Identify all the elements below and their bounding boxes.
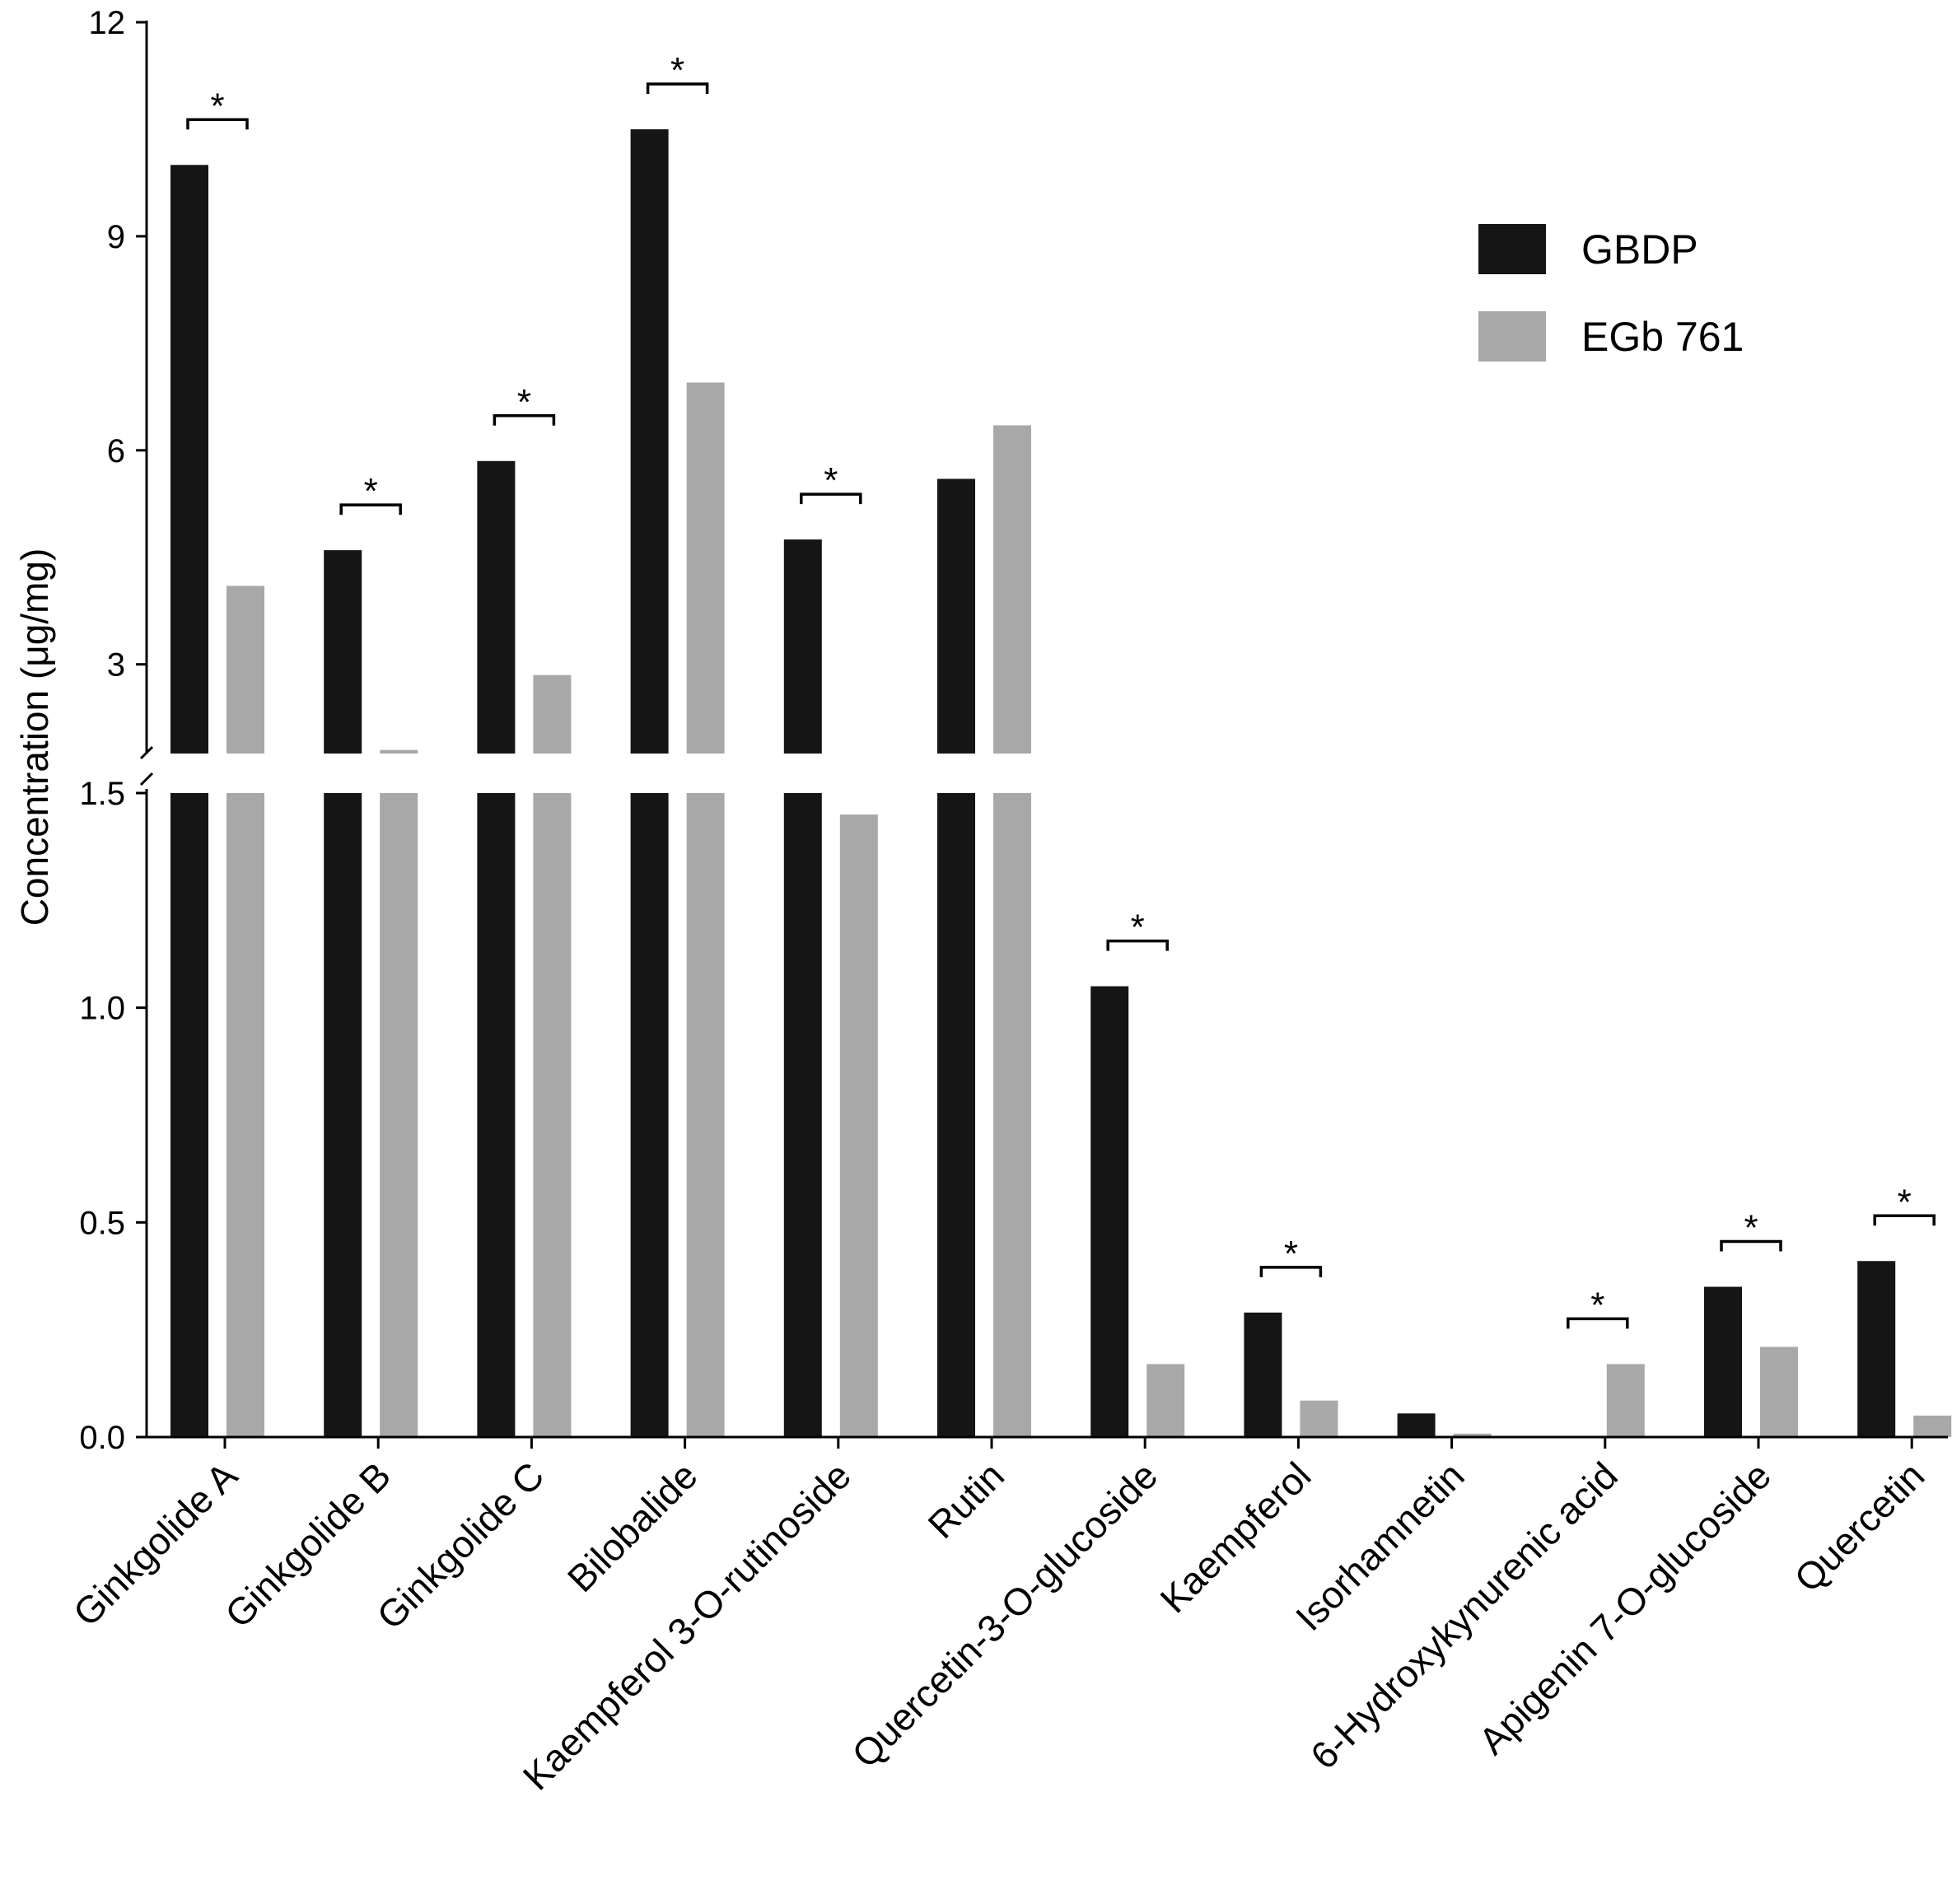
bar-egb-761-ginkgolide-a-lower: [226, 793, 264, 1437]
bar-gbdp-kaempferol-3-o-rutinoside-upper: [783, 539, 822, 754]
bar-egb-761-ginkgolide-b-upper: [380, 749, 418, 754]
bar-egb-761-kaempferol-3-o-rutinoside: [839, 814, 878, 1437]
axis-break-mark-lower: [139, 772, 154, 786]
axis-break-mark-upper: [139, 745, 154, 760]
significance-bracket-bilobalide: [646, 82, 709, 94]
bar-gbdp-quercetin-3-o-glucoside: [1090, 986, 1129, 1437]
significance-bracket-quercetin-3-o-glucoside: [1106, 939, 1169, 951]
significance-star-quercetin: *: [1898, 1182, 1912, 1222]
bar-gbdp-ginkgolide-a-upper: [170, 165, 208, 754]
y-tick-upper-3: 3: [107, 647, 125, 684]
bar-gbdp-kaempferol-3-o-rutinoside-lower: [783, 793, 822, 1437]
bar-gbdp-ginkgolide-b-upper: [324, 550, 362, 754]
bar-gbdp-apigenin-7-o-glucoside: [1704, 1286, 1742, 1437]
significance-bracket-ginkgolide-b: [339, 503, 402, 516]
bar-gbdp-bilobalide-lower: [630, 793, 669, 1437]
significance-layer: * * * * * * * * * *: [186, 50, 1936, 1329]
significance-bracket-ginkgolide-c: [493, 414, 556, 426]
bar-gbdp-rutin-upper: [937, 478, 975, 754]
bar-egb-761-ginkgolide-b-lower: [380, 793, 418, 1437]
bar-egb-761-ginkgolide-c-upper: [533, 674, 572, 754]
significance-star-ginkgolide-b: *: [364, 471, 378, 511]
significance-star-6-hydroxykynurenic-acid: *: [1590, 1285, 1604, 1325]
bar-egb-761-rutin-upper: [993, 425, 1031, 754]
x-label-quercetin: Quercetin: [1786, 1454, 1932, 1600]
legend-swatch-egb761: [1478, 311, 1546, 362]
bar-gbdp-ginkgolide-b-lower: [324, 793, 362, 1437]
bar-egb-761-quercetin: [1913, 1415, 1952, 1437]
y-ticks-layer: 0.0 0.5 1.0 1.5 3 6 9 12: [79, 5, 147, 1456]
y-tick-upper-6: 6: [107, 433, 125, 469]
y-tick-upper-12: 12: [89, 5, 126, 41]
legend-label-egb761: EGb 761: [1581, 314, 1744, 360]
x-label-6-hydroxykynurenic-acid: 6-Hydroxykynurenic acid: [1302, 1454, 1626, 1777]
y-tick-lower-0-5: 0.5: [79, 1205, 125, 1241]
legend-label-gbdp: GBDP: [1581, 226, 1698, 273]
significance-star-apigenin-7-o-glucoside: *: [1744, 1208, 1758, 1248]
x-label-kaempferol-3-o-rutinoside: Kaempferol 3-O-rutinoside: [515, 1454, 859, 1798]
bar-gbdp-rutin-lower: [937, 793, 975, 1437]
bar-gbdp-bilobalide-upper: [630, 128, 669, 754]
bar-egb-761-isorhamnetin: [1453, 1433, 1492, 1437]
bar-egb-761-kaempferol: [1300, 1400, 1338, 1437]
legend-swatch-gbdp: [1478, 224, 1546, 274]
bar-gbdp-ginkgolide-a-lower: [170, 793, 208, 1437]
bar-egb-761-rutin-lower: [993, 793, 1031, 1437]
y-tick-lower-1-5: 1.5: [79, 776, 125, 812]
bar-egb-761-apigenin-7-o-glucoside: [1760, 1346, 1798, 1437]
significance-bracket-6-hydroxykynurenic-acid: [1567, 1317, 1629, 1329]
bar-egb-761-quercetin-3-o-glucoside: [1146, 1364, 1185, 1437]
significance-star-bilobalide: *: [670, 50, 684, 91]
legend: GBDP EGb 761: [1478, 224, 1744, 362]
significance-star-kaempferol-3-o-rutinoside: *: [824, 460, 838, 501]
significance-star-quercetin-3-o-glucoside: *: [1131, 908, 1145, 948]
bar-egb-761-ginkgolide-c-lower: [533, 793, 572, 1437]
x-label-rutin: Rutin: [919, 1454, 1012, 1547]
significance-bracket-quercetin: [1873, 1214, 1936, 1226]
y-tick-lower-0-0: 0.0: [79, 1420, 125, 1456]
significance-star-kaempferol: *: [1284, 1234, 1298, 1274]
significance-bracket-kaempferol: [1259, 1266, 1323, 1277]
bar-egb-761-bilobalide-upper: [686, 382, 725, 754]
x-label-kaempferol: Kaempferol: [1151, 1454, 1319, 1621]
significance-star-ginkgolide-a: *: [210, 86, 224, 126]
bar-gbdp-ginkgolide-c-upper: [477, 460, 516, 754]
axis-layer: [136, 21, 1948, 1439]
x-label-quercetin-3-o-glucoside: Quercetin-3-O-glucoside: [843, 1454, 1165, 1776]
significance-bracket-apigenin-7-o-glucoside: [1720, 1239, 1782, 1252]
significance-bracket-ginkgolide-a: [186, 118, 249, 130]
y-axis-title: Concentration (μg/mg): [13, 548, 56, 926]
bar-egb-761-6-hydroxykynurenic-acid: [1606, 1364, 1645, 1437]
bar-egb-761-bilobalide-lower: [686, 793, 725, 1437]
significance-star-ginkgolide-c: *: [517, 382, 531, 422]
bars-layer: [170, 128, 1952, 1437]
x-label-apigenin-7-o-glucoside: Apigenin 7-O-glucoside: [1470, 1454, 1779, 1762]
bar-egb-761-ginkgolide-a-upper: [226, 586, 264, 754]
bar-gbdp-ginkgolide-c-lower: [477, 793, 516, 1437]
bar-gbdp-kaempferol: [1244, 1312, 1282, 1437]
y-tick-lower-1-0: 1.0: [79, 991, 125, 1027]
bar-gbdp-quercetin: [1857, 1261, 1896, 1437]
x-label-bilobalide: Bilobalide: [559, 1454, 706, 1600]
bar-gbdp-isorhamnetin: [1397, 1413, 1436, 1437]
y-tick-upper-9: 9: [107, 219, 125, 255]
significance-bracket-kaempferol-3-o-rutinoside: [800, 492, 862, 505]
